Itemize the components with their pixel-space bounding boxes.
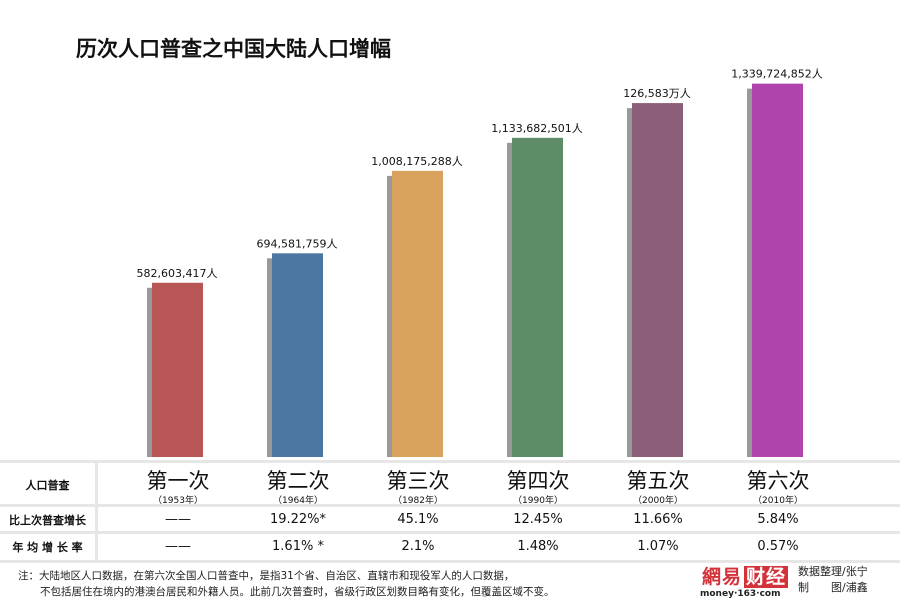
logo-text: 财经 <box>744 566 789 588</box>
census-year: （2000年） <box>633 496 683 506</box>
census-name: 第一次 <box>146 469 210 493</box>
netease-finance-logo: 網易 财经 money·163·com <box>700 562 789 599</box>
table-cell: 1.07% <box>637 539 679 554</box>
census-name: 第二次 <box>266 469 330 493</box>
logo-url: money·163·com <box>700 589 781 599</box>
table-cell: 45.1% <box>397 512 439 527</box>
data-label: 126,583万人 <box>623 87 691 100</box>
bar <box>392 170 443 457</box>
census-header: 第六次 （2010年） <box>718 469 838 506</box>
table-cell: —— <box>165 512 191 527</box>
credits: 数据整理/张宁 制 图/浦鑫 <box>798 564 868 596</box>
data-label: 1,133,682,501人 <box>491 122 582 135</box>
census-name: 第三次 <box>386 469 450 493</box>
bar <box>632 103 683 458</box>
data-label: 1,339,724,852人 <box>731 68 822 81</box>
chart-title: 历次人口普查之中国大陆人口增幅 <box>76 37 391 61</box>
bar <box>512 137 563 458</box>
bar <box>272 253 323 457</box>
footnote: 注：大陆地区人口数据，在第六次全国人口普查中，是指31个省、自治区、直辖市和现役… <box>18 568 555 600</box>
row-label: 比上次普查增长 <box>0 507 98 533</box>
table-cell: 11.66% <box>633 512 683 527</box>
census-year: （2010年） <box>753 496 803 506</box>
census-header: 第四次 （1990年） <box>478 469 598 506</box>
table-cell: —— <box>165 539 191 554</box>
table-cell: 0.57% <box>757 539 799 554</box>
table-cell: 2.1% <box>401 539 435 554</box>
census-name: 第六次 <box>746 469 810 493</box>
census-header: 第二次 （1964年） <box>238 469 358 506</box>
logo-text: 網易 <box>702 566 743 588</box>
table-row: 年 均 增 长 率 —— 1.61% * 2.1% 1.48% 1.07% 0.57% <box>0 531 900 563</box>
census-year: （1990年） <box>513 496 563 506</box>
census-year: （1982年） <box>393 496 443 506</box>
census-header: 第五次 （2000年） <box>598 469 718 506</box>
note-line: 注：大陆地区人口数据，在第六次全国人口普查中，是指31个省、自治区、直辖市和现役… <box>18 570 515 582</box>
census-header: 第三次 （1982年） <box>358 469 478 506</box>
bar <box>752 83 803 457</box>
census-header: 第一次 （1953年） <box>118 469 238 506</box>
table-cell: 5.84% <box>757 512 799 527</box>
census-year: （1953年） <box>153 496 203 506</box>
note-line: 不包括居住在境内的港澳台居民和外籍人员。此前几次普查时，省级行政区划数目略有变化… <box>40 586 555 598</box>
data-label: 582,603,417人 <box>137 267 218 280</box>
row-label: 人口普查 <box>0 463 98 507</box>
table-row: 比上次普查增长 —— 19.22%* 45.1% 12.45% 11.66% 5.84% <box>0 504 900 533</box>
row-label: 年 均 增 长 率 <box>0 534 98 560</box>
census-name: 第四次 <box>506 469 570 493</box>
bar-chart: 582,603,417人 694,581,759人 1,008,175,288人 1,… <box>137 68 823 458</box>
table-cell: 12.45% <box>513 512 563 527</box>
bar <box>152 282 203 457</box>
table-cell: 1.48% <box>517 539 559 554</box>
data-label: 694,581,759人 <box>257 237 338 250</box>
data-label: 1,008,175,288人 <box>371 155 462 168</box>
census-name: 第五次 <box>626 469 690 493</box>
table-header-row: 人口普查 第一次 （1953年） 第二次 （1964年） 第三次 （1982年） 第四次 （1… <box>0 460 900 507</box>
credit-design: 制 图/浦鑫 <box>798 581 868 594</box>
table-cell: 19.22%* <box>269 512 327 527</box>
census-year: （1964年） <box>273 496 323 506</box>
table-cell: 1.61% * <box>272 539 324 554</box>
credit-data: 数据整理/张宁 <box>798 565 868 578</box>
